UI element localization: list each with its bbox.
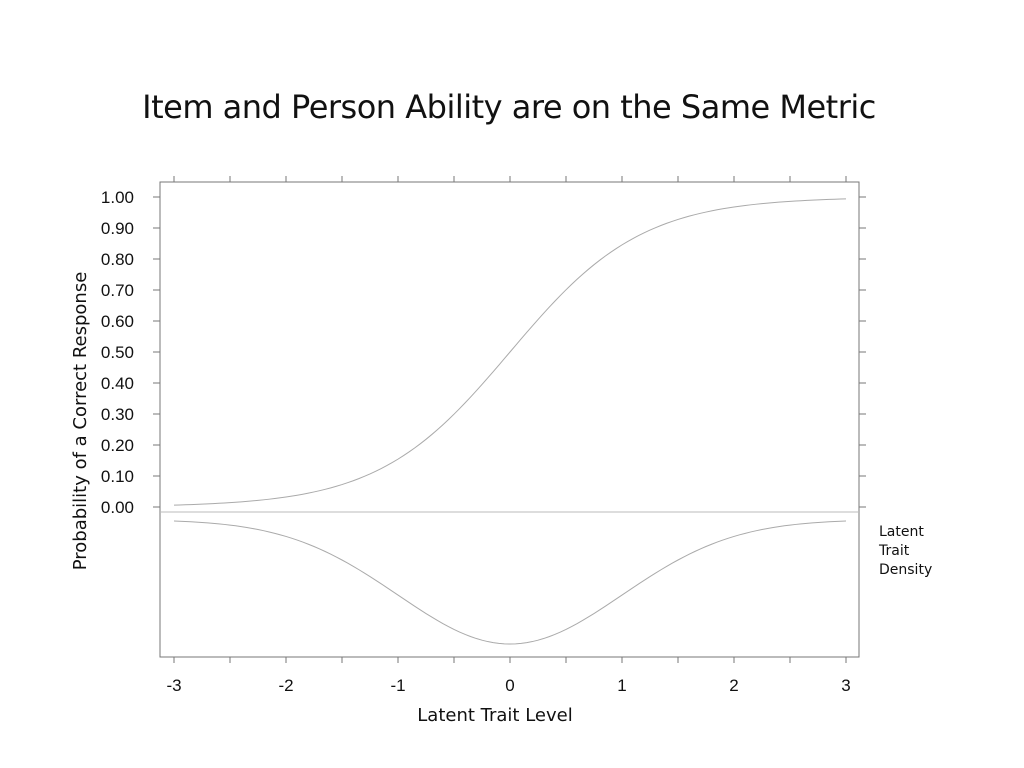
x-tick-label: -3 xyxy=(166,676,181,695)
y-tick-label: 0.20 xyxy=(101,436,134,455)
x-tick-labels: -3 -2 -1 0 1 2 3 xyxy=(166,676,850,695)
y-axis-label: Probability of a Correct Response xyxy=(70,272,91,571)
y-tick-label: 0.60 xyxy=(101,312,134,331)
x-tick-label: -1 xyxy=(390,676,405,695)
x-axis-label: Latent Trait Level xyxy=(417,705,572,726)
y-tick-labels: 0.00 0.10 0.20 0.30 0.40 0.50 0.60 0.70 0.80 0.90… xyxy=(101,188,134,517)
density-label: Latent Trait Density xyxy=(878,524,932,578)
axis-ticks xyxy=(153,176,866,663)
icc-curve xyxy=(173,198,847,506)
y-tick-label: 0.10 xyxy=(101,467,134,486)
series-group xyxy=(173,198,847,645)
density-label-line: Latent xyxy=(879,524,924,540)
x-tick-label: 2 xyxy=(729,676,738,695)
density-label-line: Trait xyxy=(878,543,910,559)
y-tick-label: 0.70 xyxy=(101,281,134,300)
x-tick-label: 3 xyxy=(841,676,850,695)
y-tick-label: 0.80 xyxy=(101,250,134,269)
chart-title: Item and Person Ability are on the Same … xyxy=(142,88,876,126)
x-tick-label: 1 xyxy=(617,676,626,695)
y-tick-label: 0.50 xyxy=(101,343,134,362)
plot-frame xyxy=(159,181,860,658)
y-tick-label: 1.00 xyxy=(101,188,134,207)
density-label-line: Density xyxy=(879,562,932,578)
x-tick-label: 0 xyxy=(505,676,514,695)
x-tick-label: -2 xyxy=(278,676,293,695)
y-tick-label: 0.30 xyxy=(101,405,134,424)
y-tick-label: 0.90 xyxy=(101,219,134,238)
density-curve xyxy=(173,520,847,645)
y-tick-label: 0.40 xyxy=(101,374,134,393)
y-tick-label: 0.00 xyxy=(101,498,134,517)
